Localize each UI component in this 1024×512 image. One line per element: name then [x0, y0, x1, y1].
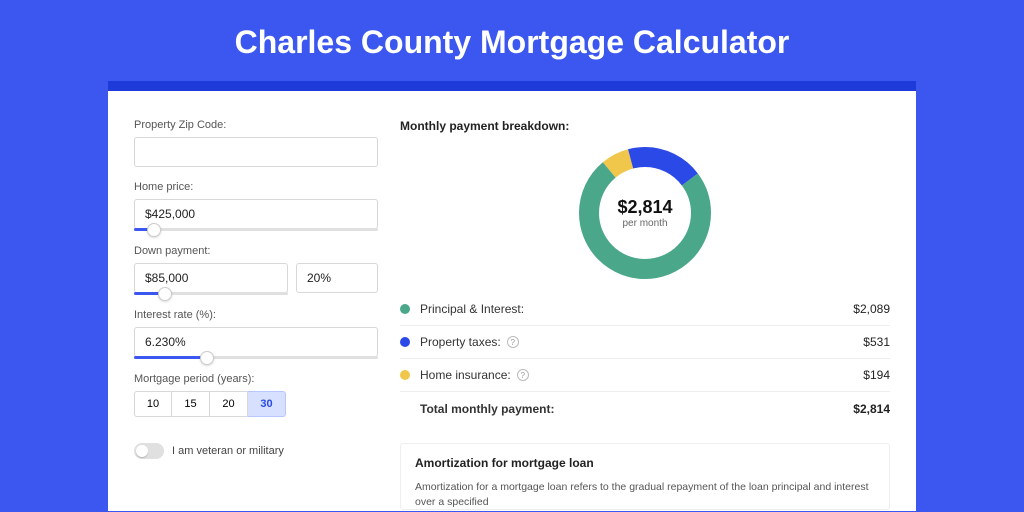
- veteran-row: I am veteran or military: [134, 443, 378, 459]
- donut-center: $2,814 per month: [579, 147, 711, 279]
- zip-field: Property Zip Code:: [134, 119, 378, 167]
- amortization-title: Amortization for mortgage loan: [415, 456, 875, 470]
- legend-dot-icon: [400, 337, 410, 347]
- info-icon[interactable]: ?: [517, 369, 529, 381]
- legend-value: $2,089: [853, 302, 890, 316]
- zip-input[interactable]: [134, 137, 378, 167]
- home-price-slider[interactable]: [134, 228, 378, 231]
- legend-value: $194: [863, 368, 890, 382]
- legend-label: Property taxes:: [420, 335, 501, 349]
- rate-slider-fill: [134, 356, 207, 359]
- donut-amount: $2,814: [617, 197, 672, 218]
- breakdown-title: Monthly payment breakdown:: [400, 119, 890, 133]
- legend-row-2: Home insurance:? $194: [400, 359, 890, 392]
- down-payment-label: Down payment:: [134, 245, 378, 257]
- home-price-slider-thumb[interactable]: [147, 223, 161, 237]
- veteran-label: I am veteran or military: [172, 445, 284, 457]
- period-label: Mortgage period (years):: [134, 373, 378, 385]
- home-price-field: Home price:: [134, 181, 378, 231]
- donut-chart-wrap: $2,814 per month: [400, 141, 890, 293]
- page-title: Charles County Mortgage Calculator: [0, 0, 1024, 81]
- legend-value: $531: [863, 335, 890, 349]
- home-price-label: Home price:: [134, 181, 378, 193]
- legend: Principal & Interest: $2,089 Property taxe…: [400, 293, 890, 425]
- calculator-card: Property Zip Code: Home price: Down paym…: [108, 91, 916, 511]
- rate-slider[interactable]: [134, 356, 378, 359]
- legend-label: Principal & Interest:: [420, 302, 524, 316]
- down-payment-field: Down payment:: [134, 245, 378, 295]
- down-payment-slider[interactable]: [134, 292, 288, 295]
- card-shadow: Property Zip Code: Home price: Down paym…: [108, 81, 916, 511]
- rate-label: Interest rate (%):: [134, 309, 378, 321]
- rate-field: Interest rate (%):: [134, 309, 378, 359]
- period-field: Mortgage period (years): 10152030: [134, 373, 378, 417]
- donut-chart: $2,814 per month: [579, 147, 711, 279]
- down-payment-percent-input[interactable]: [296, 263, 378, 293]
- zip-label: Property Zip Code:: [134, 119, 378, 131]
- legend-total-row: Total monthly payment: $2,814: [400, 392, 890, 425]
- down-payment-amount-input[interactable]: [134, 263, 288, 293]
- amortization-text: Amortization for a mortgage loan refers …: [415, 480, 875, 509]
- period-option-15[interactable]: 15: [172, 391, 210, 417]
- donut-sub: per month: [622, 218, 667, 229]
- rate-slider-thumb[interactable]: [200, 351, 214, 365]
- period-option-20[interactable]: 20: [210, 391, 248, 417]
- total-value: $2,814: [853, 402, 890, 416]
- rate-input[interactable]: [134, 327, 378, 357]
- amortization-box: Amortization for mortgage loan Amortizat…: [400, 443, 890, 510]
- legend-label: Home insurance:: [420, 368, 511, 382]
- home-price-input[interactable]: [134, 199, 378, 229]
- period-options: 10152030: [134, 391, 378, 417]
- veteran-toggle-knob: [136, 445, 148, 457]
- info-icon[interactable]: ?: [507, 336, 519, 348]
- breakdown-panel: Monthly payment breakdown: $2,814 per mo…: [400, 119, 890, 511]
- legend-row-0: Principal & Interest: $2,089: [400, 293, 890, 326]
- period-option-10[interactable]: 10: [134, 391, 172, 417]
- period-option-30[interactable]: 30: [248, 391, 286, 417]
- total-label: Total monthly payment:: [420, 402, 554, 416]
- veteran-toggle[interactable]: [134, 443, 164, 459]
- legend-dot-icon: [400, 304, 410, 314]
- legend-dot-icon: [400, 370, 410, 380]
- down-payment-slider-thumb[interactable]: [158, 287, 172, 301]
- legend-row-1: Property taxes:? $531: [400, 326, 890, 359]
- inputs-panel: Property Zip Code: Home price: Down paym…: [134, 119, 378, 511]
